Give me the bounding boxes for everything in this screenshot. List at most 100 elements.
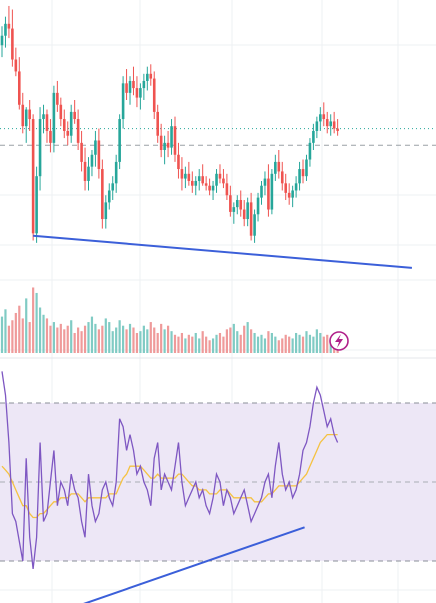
volume-bar bbox=[70, 320, 73, 353]
volume-bar bbox=[32, 287, 35, 353]
candle-body bbox=[284, 183, 288, 193]
volume-bar bbox=[253, 332, 256, 353]
volume-bar bbox=[7, 325, 11, 353]
candle-body bbox=[291, 190, 294, 198]
volume-bar bbox=[139, 331, 142, 353]
candle-body bbox=[211, 185, 215, 191]
candle-body bbox=[301, 169, 305, 177]
volume-bar bbox=[122, 325, 125, 353]
volume-bar bbox=[56, 327, 59, 353]
volume-bar bbox=[222, 336, 225, 353]
candle-body bbox=[294, 183, 298, 191]
candle-body bbox=[166, 142, 170, 148]
volume-bar bbox=[101, 325, 104, 353]
candle-body bbox=[177, 154, 180, 170]
candle-body bbox=[225, 183, 229, 196]
candle-body bbox=[66, 130, 70, 136]
candle-body bbox=[142, 80, 146, 89]
volume-bar bbox=[156, 332, 159, 353]
volume-bar bbox=[205, 336, 208, 353]
volume-bar bbox=[180, 332, 184, 353]
volume-bar bbox=[160, 323, 163, 353]
volume-bar bbox=[77, 327, 80, 353]
volume-bar bbox=[132, 327, 135, 353]
price-panel[interactable] bbox=[0, 5, 436, 269]
volume-bar bbox=[63, 329, 66, 353]
volume-bar bbox=[18, 305, 21, 353]
volume-bar bbox=[250, 329, 253, 353]
candle-body bbox=[308, 142, 312, 160]
candle-body bbox=[194, 180, 198, 186]
candle-body bbox=[163, 142, 166, 150]
volume-bar bbox=[301, 336, 305, 353]
candle-body bbox=[4, 23, 7, 36]
volume-bar bbox=[239, 334, 242, 353]
candle-body bbox=[132, 80, 135, 89]
candle-body bbox=[56, 92, 59, 105]
candle-body bbox=[277, 161, 281, 172]
volume-bar bbox=[166, 325, 170, 353]
rsi-panel[interactable] bbox=[0, 371, 436, 603]
volume-bar bbox=[59, 323, 62, 353]
volume-bar bbox=[187, 334, 190, 353]
candle-body bbox=[21, 104, 25, 127]
volume-bar bbox=[94, 323, 97, 353]
candle-body bbox=[97, 140, 101, 170]
volume-bar bbox=[163, 329, 166, 353]
volume-bar bbox=[267, 331, 270, 353]
volume-bar bbox=[125, 329, 128, 353]
candle-body bbox=[270, 173, 274, 210]
volume-bar bbox=[246, 322, 249, 353]
candle-body bbox=[197, 176, 201, 181]
candle-body bbox=[139, 88, 142, 98]
candle-body bbox=[319, 114, 322, 122]
candle-body bbox=[18, 71, 21, 105]
candle-body bbox=[256, 197, 260, 215]
volume-bar bbox=[215, 334, 218, 353]
candle-body bbox=[332, 121, 336, 129]
rsi-trendline bbox=[83, 526, 305, 603]
candle-body bbox=[94, 140, 97, 155]
candle-body bbox=[114, 161, 118, 184]
candle-body bbox=[111, 183, 115, 191]
candle-body bbox=[208, 185, 211, 191]
volume-bar bbox=[284, 334, 287, 353]
candle-body bbox=[184, 173, 187, 179]
candle-body bbox=[101, 169, 104, 220]
volume-bar bbox=[87, 322, 90, 353]
volume-bar bbox=[191, 336, 194, 353]
volume-bar bbox=[198, 338, 201, 353]
lightning-icon[interactable] bbox=[329, 331, 349, 351]
volume-bar bbox=[305, 331, 308, 353]
volume-bar bbox=[263, 338, 267, 353]
volume-bar bbox=[149, 322, 152, 353]
candle-body bbox=[325, 119, 329, 127]
candle-body bbox=[49, 130, 52, 143]
candle-body bbox=[187, 173, 191, 181]
candle-body bbox=[59, 104, 63, 120]
volume-bar bbox=[291, 338, 294, 353]
candle-body bbox=[35, 176, 38, 234]
candle-body bbox=[14, 59, 18, 72]
volume-bar bbox=[28, 322, 31, 353]
volume-bar bbox=[315, 329, 318, 353]
candle-body bbox=[222, 178, 225, 184]
volume-panel[interactable] bbox=[0, 287, 349, 353]
candle-body bbox=[42, 114, 45, 120]
volume-bar bbox=[229, 327, 232, 353]
candle-body bbox=[73, 111, 76, 120]
volume-bar bbox=[11, 320, 14, 353]
volume-bar bbox=[232, 323, 235, 353]
candle-body bbox=[253, 214, 256, 236]
volume-bar bbox=[281, 338, 284, 353]
volume-bar bbox=[184, 338, 187, 353]
volume-bar bbox=[298, 334, 301, 353]
candle-body bbox=[107, 190, 111, 203]
volume-bar bbox=[128, 323, 132, 353]
candle-body bbox=[121, 83, 125, 120]
volume-bar bbox=[201, 331, 204, 353]
volume-bar bbox=[80, 331, 83, 353]
volume-bar bbox=[66, 325, 69, 353]
